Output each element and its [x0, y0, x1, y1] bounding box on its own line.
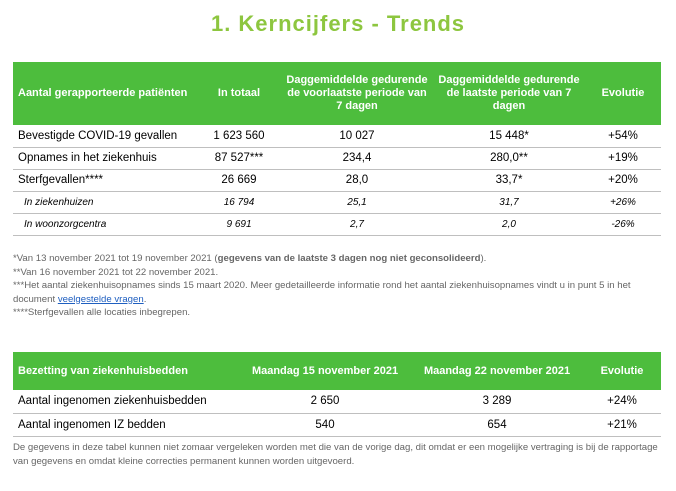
col-header-evolution: Evolutie — [585, 62, 661, 125]
row-label: In woonzorgcentra — [13, 213, 197, 236]
table-row: Bevestigde COVID-19 gevallen 1 623 560 1… — [13, 125, 661, 148]
col-header-evolution: Evolutie — [583, 352, 661, 390]
table-row: Aantal ingenomen ziekenhuisbedden 2 650 … — [13, 390, 661, 414]
cell-evolution: +54% — [585, 125, 661, 148]
cell-evolution: +20% — [585, 169, 661, 192]
table-footnote: De gegevens in deze tabel kunnen niet zo… — [13, 442, 658, 467]
row-label: Opnames in het ziekenhuis — [13, 147, 197, 170]
cell-total: 1 623 560 — [197, 125, 281, 148]
cell-last: 280,0** — [433, 147, 585, 170]
col-header-bed-occupancy: Bezetting van ziekenhuisbedden — [13, 352, 239, 390]
cell-evolution: +21% — [583, 413, 661, 437]
cell-previous: 234,4 — [281, 147, 433, 170]
cell-date-2: 3 289 — [411, 390, 583, 414]
col-header-previous-period: Daggemiddelde gedurende de voorlaatste p… — [281, 62, 433, 125]
table-row: Opnames in het ziekenhuis 87 527*** 234,… — [13, 147, 661, 170]
footnote-1: *Van 13 november 2021 tot 19 november 20… — [13, 253, 487, 264]
cell-total: 9 691 — [197, 213, 281, 236]
table-row: Sterfgevallen**** 26 669 28,0 33,7* +20% — [13, 169, 661, 192]
cell-date-1: 2 650 — [239, 390, 411, 414]
row-label: Aantal ingenomen IZ bedden — [13, 413, 239, 437]
table-header-row: Aantal gerapporteerde patiënten In totaa… — [13, 62, 661, 125]
col-header-patients: Aantal gerapporteerde patiënten — [13, 62, 197, 125]
table-row: Aantal ingenomen IZ bedden 540 654 +21% — [13, 413, 661, 437]
table-row: In woonzorgcentra 9 691 2,7 2,0 -26% — [13, 213, 661, 236]
cell-total: 87 527*** — [197, 147, 281, 170]
cell-date-1: 540 — [239, 413, 411, 437]
row-label: In ziekenhuizen — [13, 191, 197, 214]
hospital-beds-table: Bezetting van ziekenhuisbedden Maandag 1… — [13, 352, 661, 437]
row-label: Aantal ingenomen ziekenhuisbedden — [13, 390, 239, 414]
cell-last: 33,7* — [433, 169, 585, 192]
col-header-date-2: Maandag 22 november 2021 — [411, 352, 583, 390]
cell-evolution: +19% — [585, 147, 661, 170]
footnote-3: ***Het aantal ziekenhuisopnames sinds 15… — [13, 280, 631, 305]
cell-previous: 10 027 — [281, 125, 433, 148]
cell-previous: 28,0 — [281, 169, 433, 192]
cell-total: 16 794 — [197, 191, 281, 214]
cell-previous: 2,7 — [281, 213, 433, 236]
cell-last: 15 448* — [433, 125, 585, 148]
table-row: In ziekenhuizen 16 794 25,1 31,7 +26% — [13, 191, 661, 214]
cell-total: 26 669 — [197, 169, 281, 192]
cell-last: 2,0 — [433, 213, 585, 236]
col-header-date-1: Maandag 15 november 2021 — [239, 352, 411, 390]
cell-previous: 25,1 — [281, 191, 433, 214]
table-header-row: Bezetting van ziekenhuisbedden Maandag 1… — [13, 352, 661, 390]
col-header-last-period: Daggemiddelde gedurende de laatste perio… — [433, 62, 585, 125]
kerncijfers-table: Aantal gerapporteerde patiënten In totaa… — [13, 62, 661, 236]
row-label: Sterfgevallen**** — [13, 169, 197, 192]
row-label: Bevestigde COVID-19 gevallen — [13, 125, 197, 148]
footnote-4: ****Sterfgevallen alle locaties inbegrep… — [13, 307, 191, 318]
cell-evolution: +26% — [585, 191, 661, 214]
cell-evolution: +24% — [583, 390, 661, 414]
faq-link[interactable]: veelgestelde vragen — [57, 293, 144, 305]
cell-evolution: -26% — [585, 213, 661, 236]
col-header-total: In totaal — [197, 62, 281, 125]
cell-date-2: 654 — [411, 413, 583, 437]
page-title: 1. Kerncijfers - Trends — [210, 11, 466, 36]
footnote-2: **Van 16 november 2021 tot 22 november 2… — [13, 266, 219, 278]
footnotes: *Van 13 november 2021 tot 19 november 20… — [13, 252, 663, 320]
cell-last: 31,7 — [433, 191, 585, 214]
